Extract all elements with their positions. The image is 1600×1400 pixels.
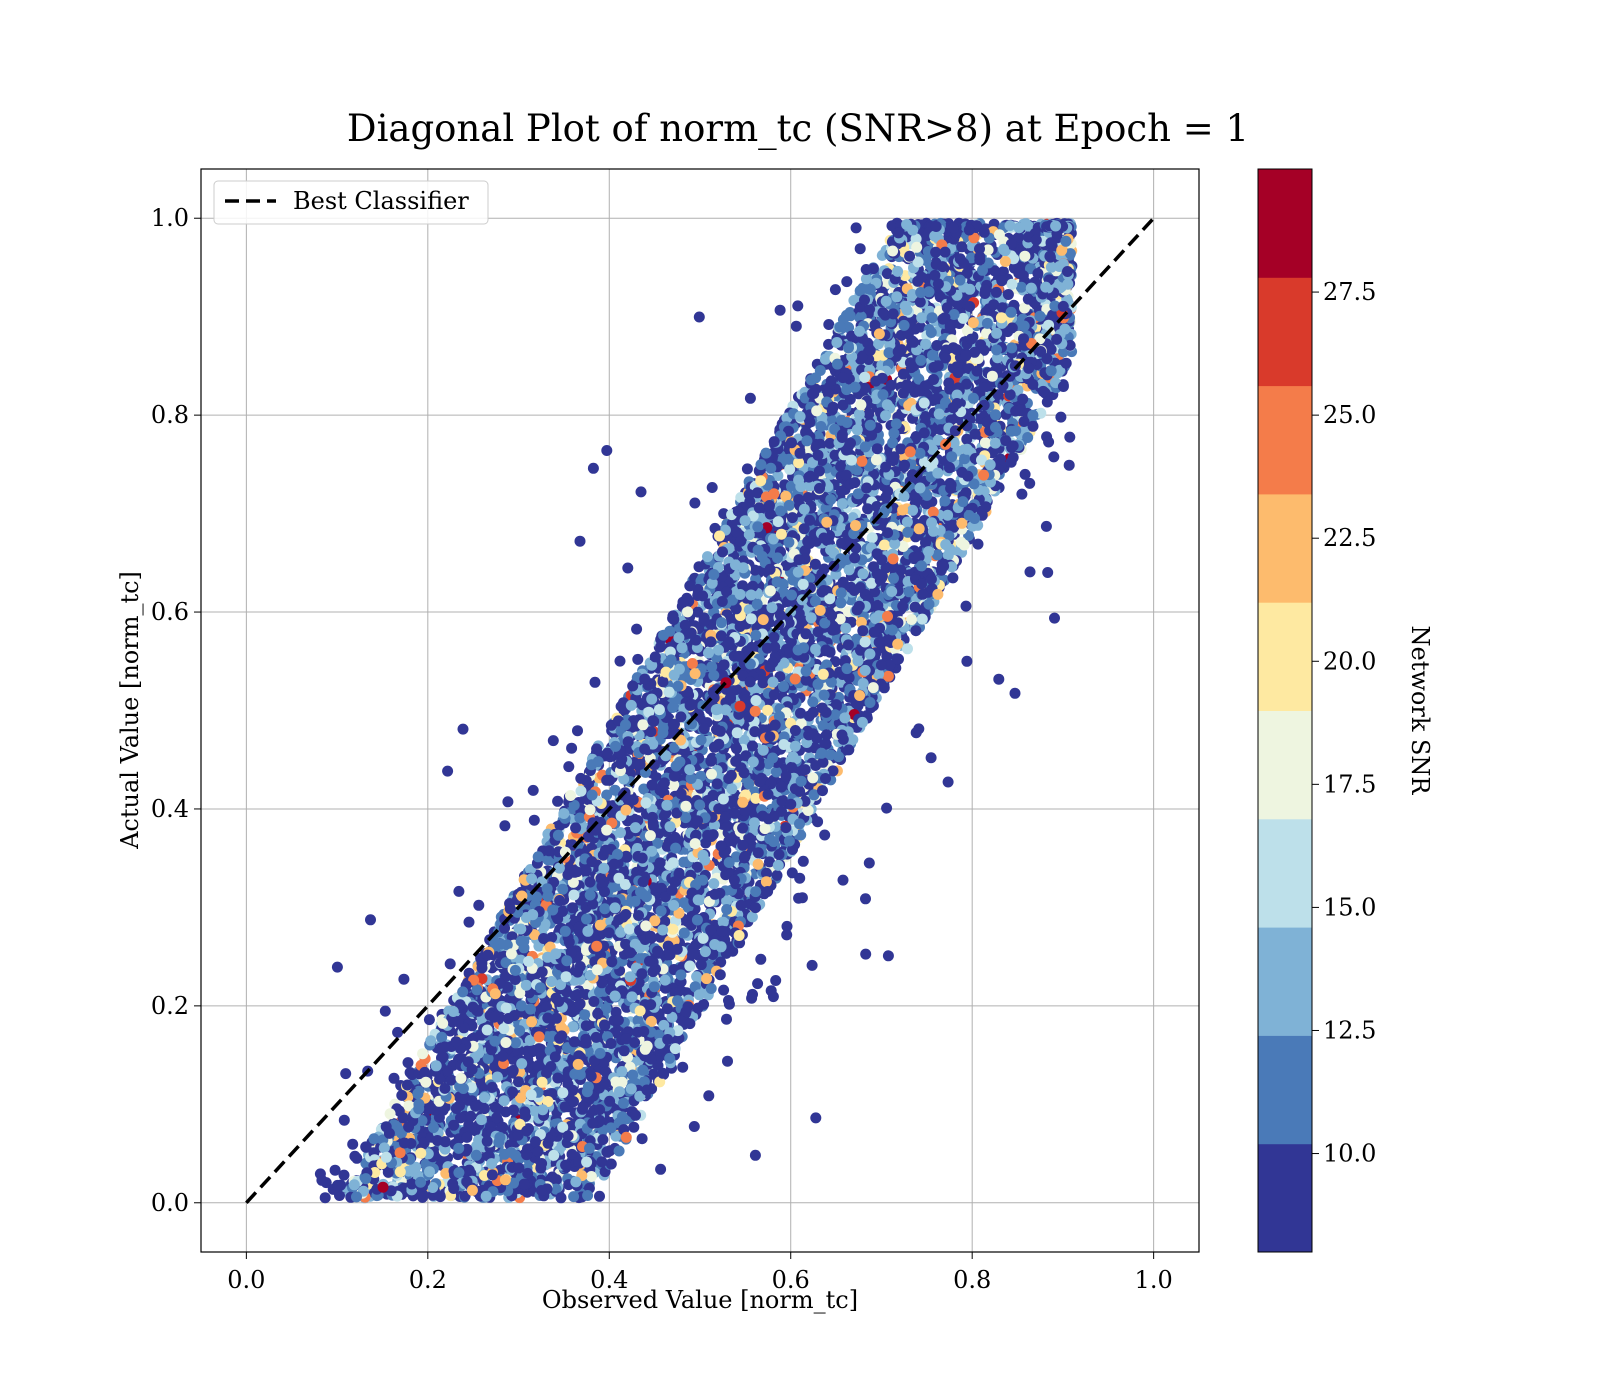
scatter-point bbox=[1048, 451, 1060, 463]
scatter-point bbox=[793, 892, 805, 904]
scatter-point bbox=[916, 312, 928, 324]
scatter-point bbox=[423, 1014, 435, 1026]
scatter-point bbox=[869, 586, 881, 598]
scatter-point bbox=[863, 857, 875, 869]
scatter-point bbox=[836, 498, 848, 510]
scatter-point bbox=[631, 843, 643, 854]
scatter-point bbox=[942, 776, 954, 788]
scatter-point bbox=[752, 978, 764, 990]
scatter-point bbox=[589, 676, 601, 688]
scatter-point bbox=[749, 1149, 761, 1161]
scatter-point bbox=[718, 984, 730, 996]
scatter-point bbox=[347, 1138, 359, 1150]
scatter-point bbox=[881, 802, 893, 814]
scatter-point bbox=[392, 1026, 404, 1038]
scatter-points bbox=[314, 217, 1078, 1204]
scatter-point bbox=[658, 1019, 670, 1031]
scatter-point bbox=[810, 1112, 822, 1124]
scatter-point bbox=[502, 796, 514, 808]
scatter-point bbox=[780, 490, 792, 502]
scatter-point bbox=[655, 1163, 667, 1175]
scatter-point bbox=[402, 1057, 414, 1069]
scatter-point bbox=[806, 959, 818, 971]
scatter-point bbox=[631, 623, 643, 635]
scatter-point bbox=[1064, 431, 1076, 443]
scatter-point bbox=[638, 783, 650, 795]
scatter-point bbox=[314, 1168, 326, 1180]
scatter-point bbox=[819, 829, 831, 841]
scatter-point bbox=[721, 1013, 732, 1025]
scatter-point bbox=[506, 931, 518, 943]
scatter-point bbox=[947, 572, 959, 584]
scatter-point bbox=[552, 795, 564, 807]
scatter-point bbox=[792, 300, 804, 312]
scatter-point bbox=[587, 462, 599, 474]
scatter-point bbox=[1016, 488, 1028, 500]
scatter-point bbox=[862, 503, 874, 515]
scatter-point bbox=[844, 310, 856, 322]
scatter-point bbox=[722, 1055, 733, 1067]
scatter-point bbox=[823, 338, 835, 350]
scatter-point bbox=[610, 1130, 622, 1142]
scatter-point bbox=[772, 470, 784, 482]
scatter-point bbox=[444, 958, 456, 970]
scatter-point bbox=[902, 643, 913, 655]
scatter-point bbox=[388, 1072, 400, 1084]
scatter-point bbox=[398, 973, 410, 985]
scatter-point bbox=[457, 723, 469, 735]
scatter-point bbox=[741, 463, 753, 475]
scatter-point bbox=[566, 742, 578, 754]
scatter-point bbox=[499, 820, 511, 832]
scatter-point bbox=[703, 1090, 715, 1102]
scatter-point bbox=[1063, 459, 1075, 471]
scatter-point bbox=[1042, 567, 1054, 578]
scatter-point bbox=[956, 241, 968, 253]
scatter-point bbox=[574, 535, 586, 547]
scatter-point bbox=[594, 1190, 605, 1202]
scatter-point bbox=[993, 673, 1005, 685]
scatter-point bbox=[825, 413, 837, 425]
scatter-point bbox=[340, 1068, 352, 1080]
scatter-point bbox=[812, 816, 824, 828]
scatter-point bbox=[360, 1141, 372, 1153]
scatter-point bbox=[850, 222, 862, 234]
scatter-point bbox=[823, 319, 835, 330]
scatter-point bbox=[622, 562, 634, 574]
chart-title: Diagonal Plot of norm_tc (SNR>8) at Epoc… bbox=[347, 107, 1249, 151]
scatter-point bbox=[319, 1192, 331, 1204]
scatter-point bbox=[781, 920, 793, 932]
